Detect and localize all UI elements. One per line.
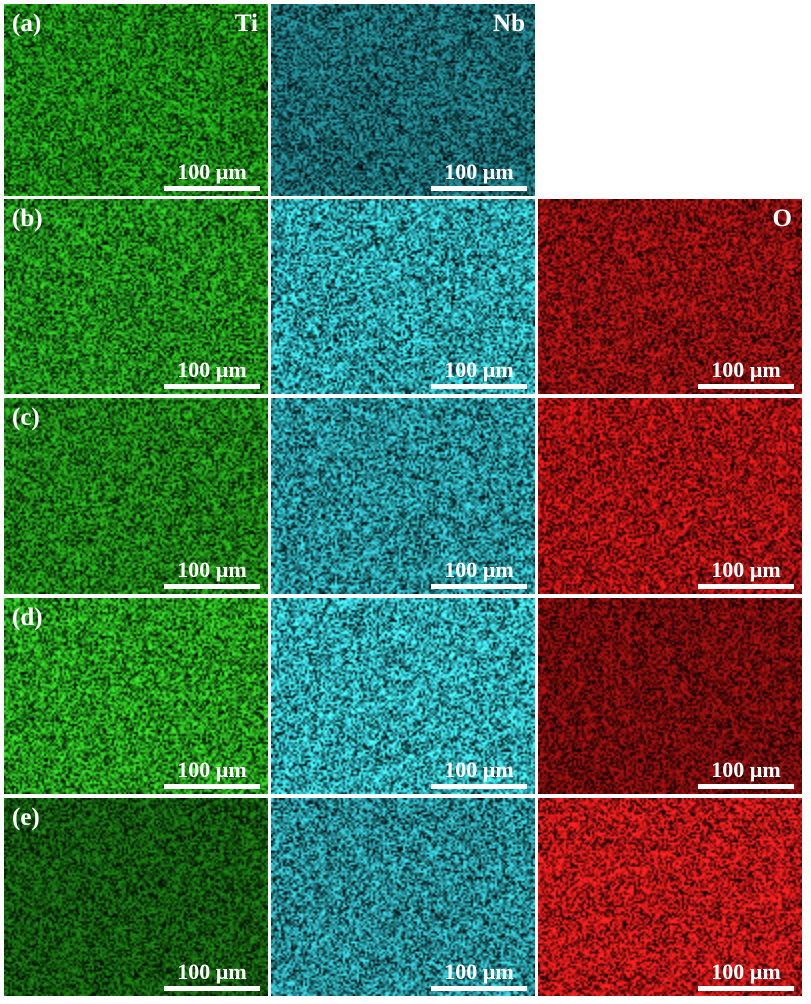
- eds-map-panel: (a) Ti 100 µm: [4, 4, 268, 196]
- scale-bar: 100 µm: [431, 159, 527, 191]
- eds-map-panel: 100 µm: [538, 398, 802, 594]
- scale-bar: 100 µm: [164, 357, 260, 389]
- scale-bar-line: [431, 384, 527, 389]
- scale-bar-text: 100 µm: [698, 357, 794, 383]
- scale-bar-text: 100 µm: [431, 557, 527, 583]
- scale-bar: 100 µm: [698, 357, 794, 389]
- scale-bar-line: [698, 384, 794, 389]
- scale-bar-text: 100 µm: [431, 357, 527, 383]
- scale-bar-line: [431, 986, 527, 991]
- scale-bar-line: [164, 584, 260, 589]
- eds-map-panel: O 100 µm: [538, 199, 802, 394]
- scale-bar-line: [431, 186, 527, 191]
- eds-map-panel: 100 µm: [538, 598, 802, 794]
- scale-bar-text: 100 µm: [164, 959, 260, 985]
- scale-bar-text: 100 µm: [698, 757, 794, 783]
- scale-bar-line: [698, 986, 794, 991]
- scale-bar: 100 µm: [698, 959, 794, 991]
- scale-bar: 100 µm: [698, 757, 794, 789]
- eds-map-panel: (e) 100 µm: [4, 798, 268, 996]
- element-label: O: [773, 205, 792, 233]
- scale-bar: 100 µm: [164, 159, 260, 191]
- panel-label: (d): [12, 604, 43, 632]
- scale-bar-line: [164, 784, 260, 789]
- eds-map-panel: Nb 100 µm: [271, 4, 535, 196]
- scale-bar: 100 µm: [431, 757, 527, 789]
- panel-label: (e): [12, 804, 40, 832]
- scale-bar-text: 100 µm: [698, 557, 794, 583]
- scale-bar: 100 µm: [698, 557, 794, 589]
- eds-map-panel: 100 µm: [271, 798, 535, 996]
- eds-map-panel: (d) 100 µm: [4, 598, 268, 794]
- scale-bar: 100 µm: [164, 757, 260, 789]
- eds-map-panel: 100 µm: [271, 398, 535, 594]
- scale-bar: 100 µm: [431, 557, 527, 589]
- eds-map-panel: (c) 100 µm: [4, 398, 268, 594]
- eds-map-panel: (b) 100 µm: [4, 199, 268, 394]
- scale-bar-text: 100 µm: [698, 959, 794, 985]
- element-label: Nb: [493, 10, 525, 38]
- scale-bar-text: 100 µm: [164, 557, 260, 583]
- scale-bar-line: [164, 986, 260, 991]
- scale-bar: 100 µm: [431, 357, 527, 389]
- eds-map-panel: 100 µm: [271, 598, 535, 794]
- scale-bar-line: [164, 384, 260, 389]
- scale-bar: 100 µm: [164, 557, 260, 589]
- eds-map-panel: 100 µm: [538, 798, 802, 996]
- element-label: Ti: [235, 10, 258, 38]
- scale-bar-line: [431, 784, 527, 789]
- scale-bar-text: 100 µm: [164, 159, 260, 185]
- scale-bar-text: 100 µm: [164, 757, 260, 783]
- scale-bar-line: [164, 186, 260, 191]
- scale-bar: 100 µm: [164, 959, 260, 991]
- scale-bar-line: [698, 584, 794, 589]
- scale-bar-text: 100 µm: [431, 757, 527, 783]
- panel-label: (b): [12, 205, 43, 233]
- panel-label: (a): [12, 10, 41, 38]
- scale-bar: 100 µm: [431, 959, 527, 991]
- eds-map-panel: 100 µm: [271, 199, 535, 394]
- panel-label: (c): [12, 404, 40, 432]
- scale-bar-text: 100 µm: [431, 959, 527, 985]
- scale-bar-line: [431, 584, 527, 589]
- scale-bar-text: 100 µm: [431, 159, 527, 185]
- scale-bar-text: 100 µm: [164, 357, 260, 383]
- scale-bar-line: [698, 784, 794, 789]
